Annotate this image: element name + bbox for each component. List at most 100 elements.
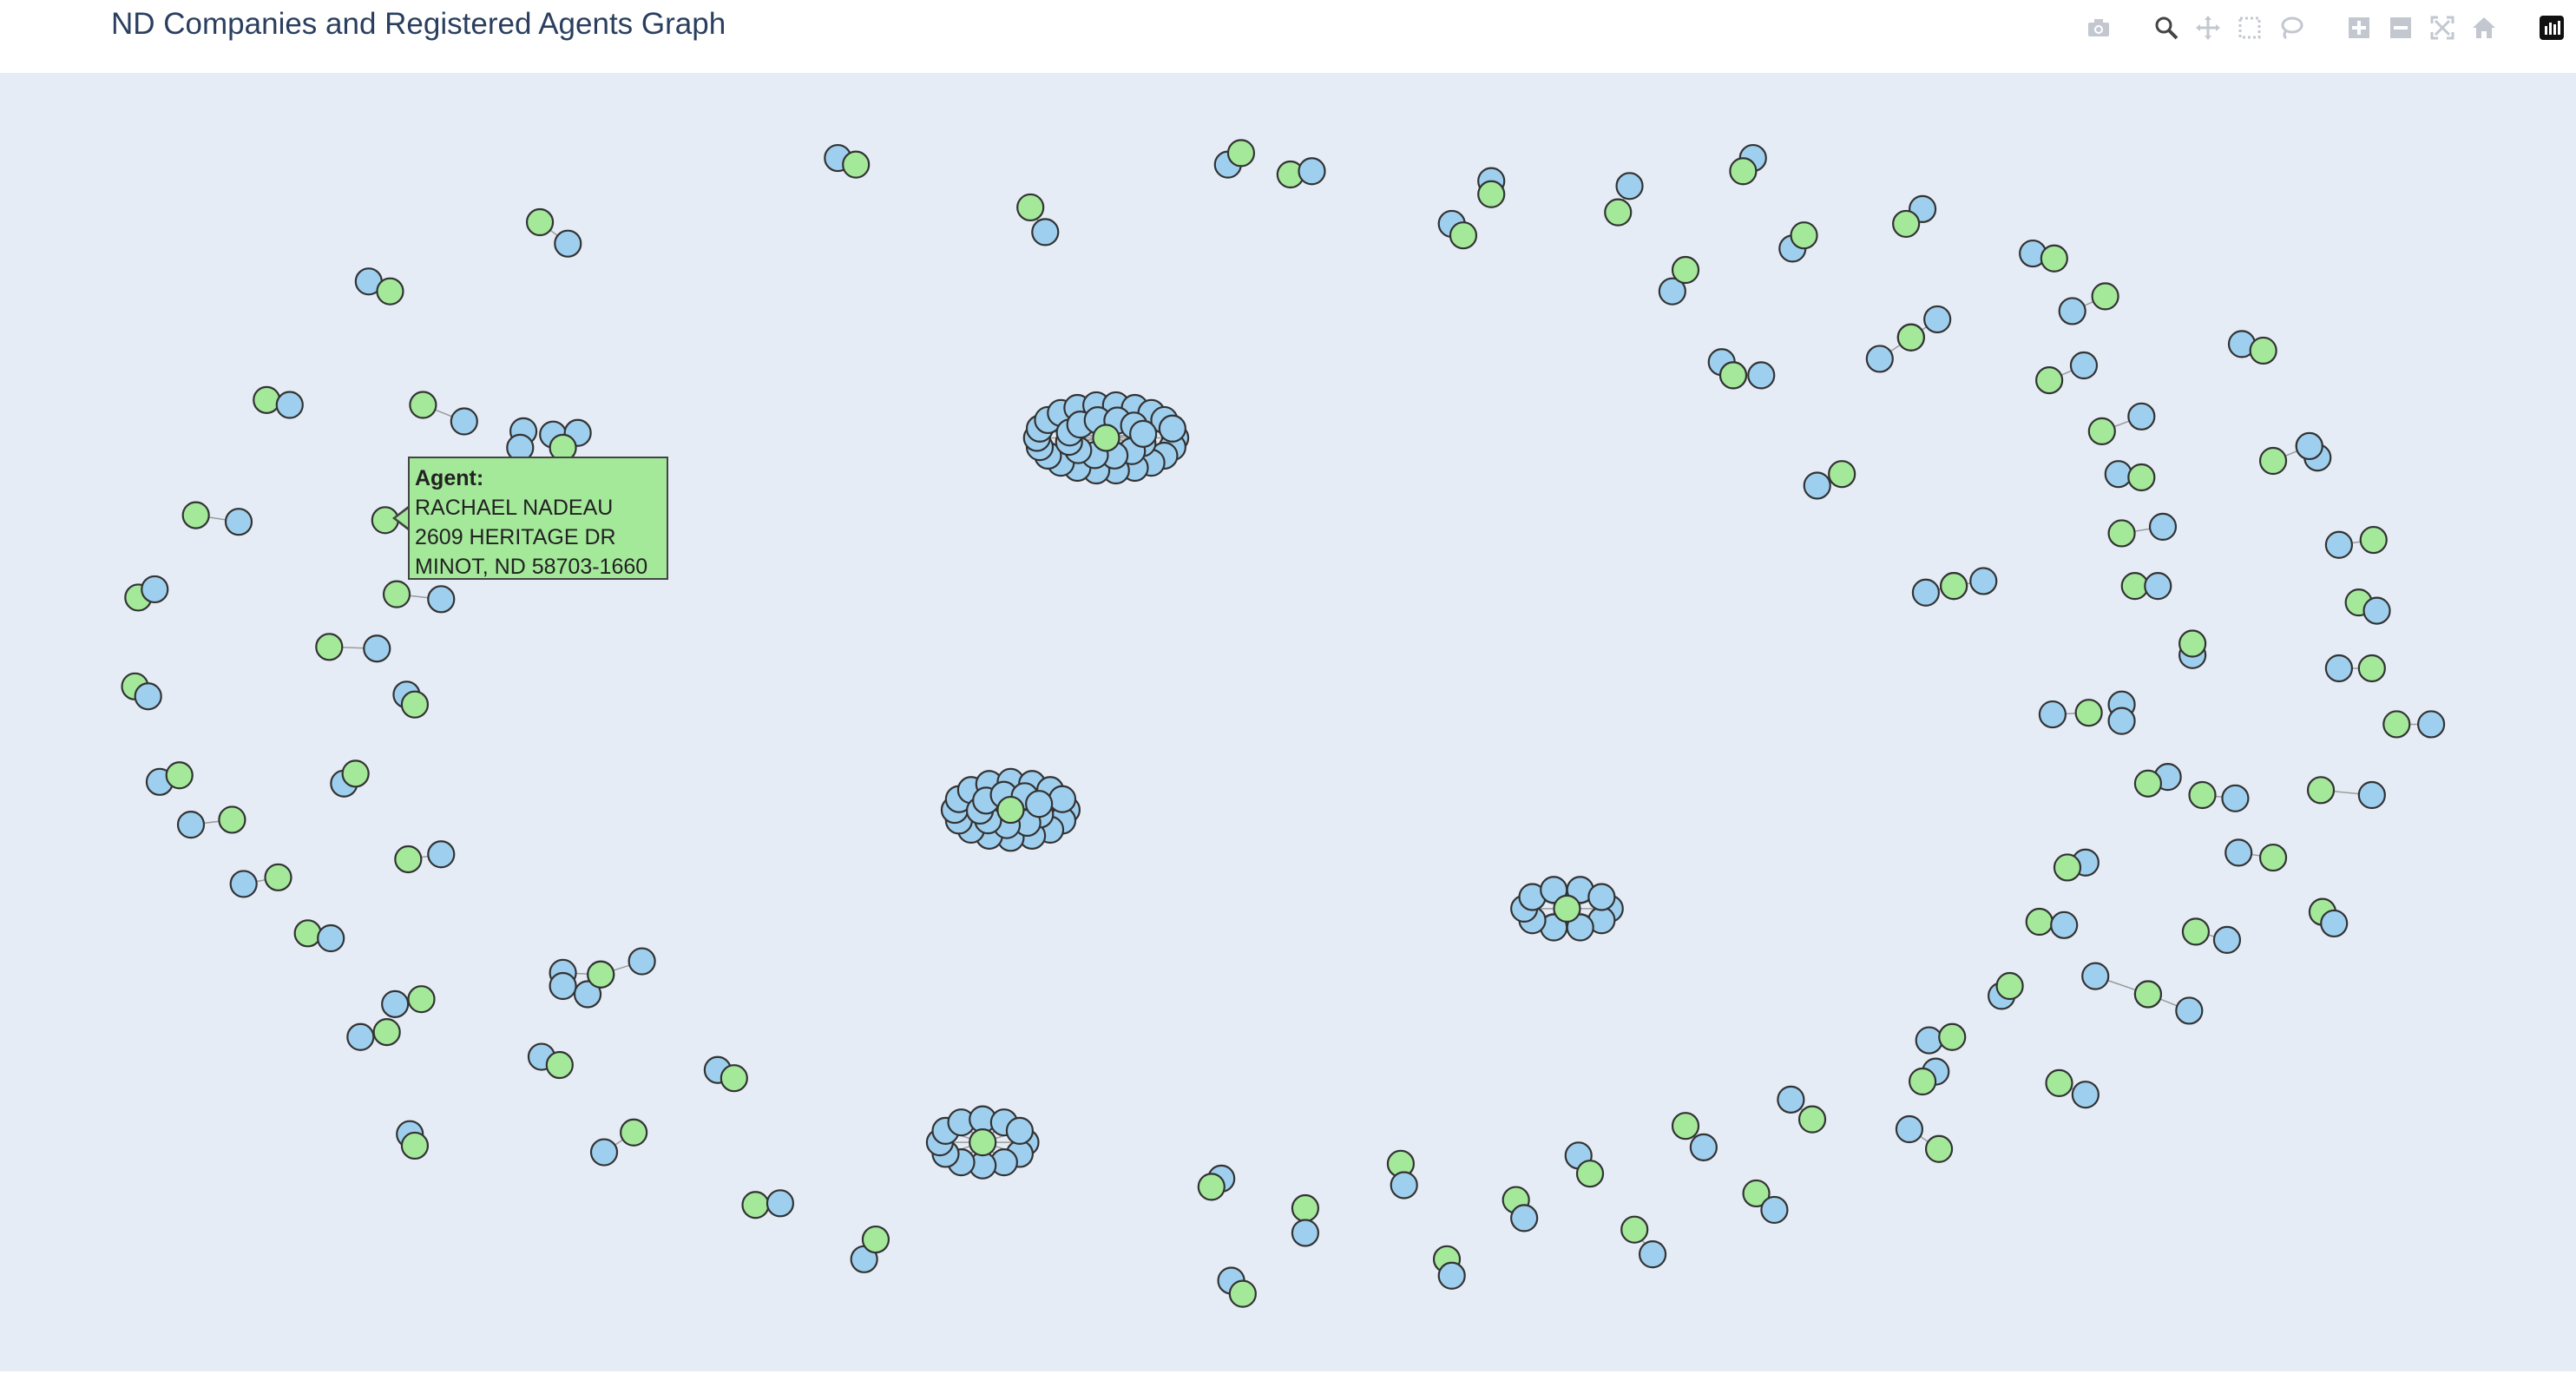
agent-node[interactable] [1892,209,1921,239]
company-node[interactable] [2069,351,2099,380]
company-node[interactable] [2221,784,2250,812]
agent-node[interactable] [2035,365,2064,395]
company-node[interactable] [1291,1219,1320,1247]
agent-node[interactable] [1197,1173,1226,1201]
company-node[interactable] [766,1189,795,1218]
company-node[interactable] [2362,596,2391,625]
company-node[interactable] [589,1138,619,1167]
company-node[interactable] [1865,345,1894,373]
agent-node[interactable] [382,580,411,608]
agent-node[interactable] [1940,572,1968,601]
agent-node[interactable] [525,207,555,237]
network-graph[interactable] [0,73,2576,1371]
agent-node[interactable] [620,1118,648,1147]
company-node[interactable] [1510,1204,1539,1233]
company-node[interactable] [1969,567,1998,595]
agent-node[interactable] [1995,971,2024,1001]
company-node[interactable] [275,391,304,419]
agent-node[interactable] [409,391,437,419]
company-node[interactable] [381,989,410,1018]
agent-node[interactable] [1226,139,1256,168]
company-node[interactable] [1658,277,1686,306]
company-node[interactable] [2104,460,2132,489]
company-node[interactable] [427,585,456,614]
agent-node[interactable] [2181,917,2211,946]
agent-node[interactable] [376,277,404,306]
company-node[interactable] [2212,925,2242,954]
agent-node[interactable] [1938,1022,1967,1051]
agent-node[interactable] [1092,424,1120,452]
company-node[interactable] [2320,909,2349,938]
agent-node[interactable] [1671,1112,1700,1140]
agent-node[interactable] [1671,255,1700,285]
agent-node[interactable] [1828,460,1856,489]
company-node[interactable] [317,924,345,953]
pan-icon[interactable] [2187,9,2229,47]
company-node[interactable] [2058,297,2086,325]
company-node[interactable] [1803,471,1831,500]
agent-node[interactable] [741,1191,770,1219]
company-node[interactable] [2148,512,2178,541]
company-node[interactable] [1025,790,1054,818]
agent-node[interactable] [2188,780,2217,810]
company-node[interactable] [2038,700,2067,729]
agent-node[interactable] [1575,1160,1605,1188]
agent-node[interactable] [587,960,615,989]
company-node[interactable] [134,682,162,711]
agent-node[interactable] [2040,244,2068,273]
company-node[interactable] [1129,419,1158,448]
agent-node[interactable] [1449,221,1478,250]
company-node[interactable] [363,634,391,663]
agent-node[interactable] [2178,629,2207,658]
agent-node[interactable] [218,805,246,834]
agent-node[interactable] [1790,221,1818,250]
agent-node[interactable] [2133,980,2163,1009]
plotly-logo-icon[interactable] [2531,9,2573,47]
agent-node[interactable] [1291,1193,1320,1223]
agent-node[interactable] [400,1131,430,1160]
agent-node[interactable] [1604,198,1633,227]
agent-node[interactable] [2127,463,2156,492]
company-node[interactable] [2295,431,2323,461]
company-node[interactable] [224,508,253,536]
company-node[interactable] [2417,710,2446,739]
company-node[interactable] [2224,838,2253,867]
agent-node[interactable] [2133,769,2163,798]
zoom-out-icon[interactable] [2380,9,2422,47]
agent-node[interactable] [2249,336,2277,365]
company-node[interactable] [554,229,582,258]
company-node[interactable] [1895,1114,1924,1144]
company-node[interactable] [1437,1261,1466,1290]
company-node[interactable] [1923,305,1952,334]
camera-icon[interactable] [2078,9,2119,47]
agent-node[interactable] [545,1050,574,1080]
company-node[interactable] [1005,1116,1035,1145]
agent-node[interactable] [1228,1279,1257,1308]
company-node[interactable] [549,971,577,1001]
agent-node[interactable] [253,385,281,414]
agent-node[interactable] [2258,446,2288,476]
agent-node[interactable] [861,1225,890,1254]
agent-node[interactable] [2025,907,2054,937]
company-node[interactable] [2144,572,2172,601]
agent-node[interactable] [1477,180,1506,208]
agent-node[interactable] [1924,1134,1954,1163]
company-node[interactable] [1031,218,1060,247]
agent-node[interactable] [842,150,871,179]
box-select-icon[interactable] [2229,9,2270,47]
company-node[interactable] [1298,157,1326,186]
agent-node[interactable] [2382,710,2411,739]
company-node[interactable] [2107,707,2136,735]
company-node[interactable] [176,811,206,839]
agent-node[interactable] [372,1017,401,1047]
agent-node[interactable] [1896,323,1925,352]
agent-node[interactable] [969,1128,997,1157]
company-node[interactable] [2081,962,2110,990]
company-node[interactable] [1158,414,1186,443]
company-node[interactable] [141,575,169,604]
reset-axes-icon[interactable] [2463,9,2505,47]
agent-node[interactable] [341,759,370,788]
company-node[interactable] [427,840,456,869]
company-node[interactable] [1638,1240,1667,1269]
agent-node[interactable] [2306,776,2336,805]
